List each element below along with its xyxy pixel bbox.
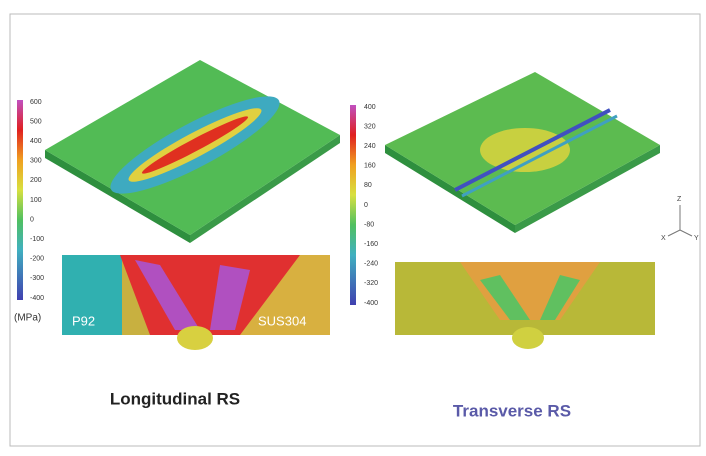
colorbar-label: 500 [30, 118, 42, 125]
left-plate [45, 60, 340, 243]
colorbar-label: 400 [30, 138, 42, 145]
colorbar-label: -160 [364, 241, 378, 248]
colorbar-label: 0 [30, 216, 34, 223]
left-section: P92 SUS304 [62, 255, 330, 350]
colorbar-label: 240 [364, 143, 376, 150]
colorbar-label: -300 [30, 275, 44, 282]
section-label: P92 [72, 313, 95, 328]
caption: Transverse RS [453, 401, 571, 420]
figure: 600 500 400 300 200 100 0 -100 -200 -300 -400 (MPa… [0, 0, 706, 456]
colorbar-label: -100 [30, 236, 44, 243]
colorbar-label: -400 [30, 295, 44, 302]
colorbar-label: 80 [364, 182, 372, 189]
colorbar-label: -400 [364, 300, 378, 307]
axis-label: Z [677, 196, 682, 203]
colorbar-label: -80 [364, 221, 374, 228]
caption: Longitudinal RS [110, 389, 240, 408]
colorbar-label: -200 [30, 256, 44, 263]
left-colorbar [17, 100, 23, 300]
section-label: SUS304 [258, 313, 306, 328]
right-plate [385, 72, 660, 233]
right-section [395, 262, 655, 349]
unit-label: (MPa) [14, 313, 41, 324]
colorbar-label: -240 [364, 261, 378, 268]
axis-label: Y [694, 235, 699, 242]
axes-triad: Z X Y [661, 196, 699, 242]
right-colorbar [350, 105, 356, 305]
colorbar-label: 0 [364, 202, 368, 209]
colorbar-label: 160 [364, 163, 376, 170]
colorbar-label: 200 [30, 177, 42, 184]
colorbar-label: -320 [364, 280, 378, 287]
colorbar-label: 100 [30, 197, 42, 204]
colorbar-label: 400 [364, 104, 376, 111]
colorbar-label: 320 [364, 123, 376, 130]
colorbar-label: 300 [30, 158, 42, 165]
axis-label: X [661, 235, 666, 242]
colorbar-label: 600 [30, 99, 42, 106]
